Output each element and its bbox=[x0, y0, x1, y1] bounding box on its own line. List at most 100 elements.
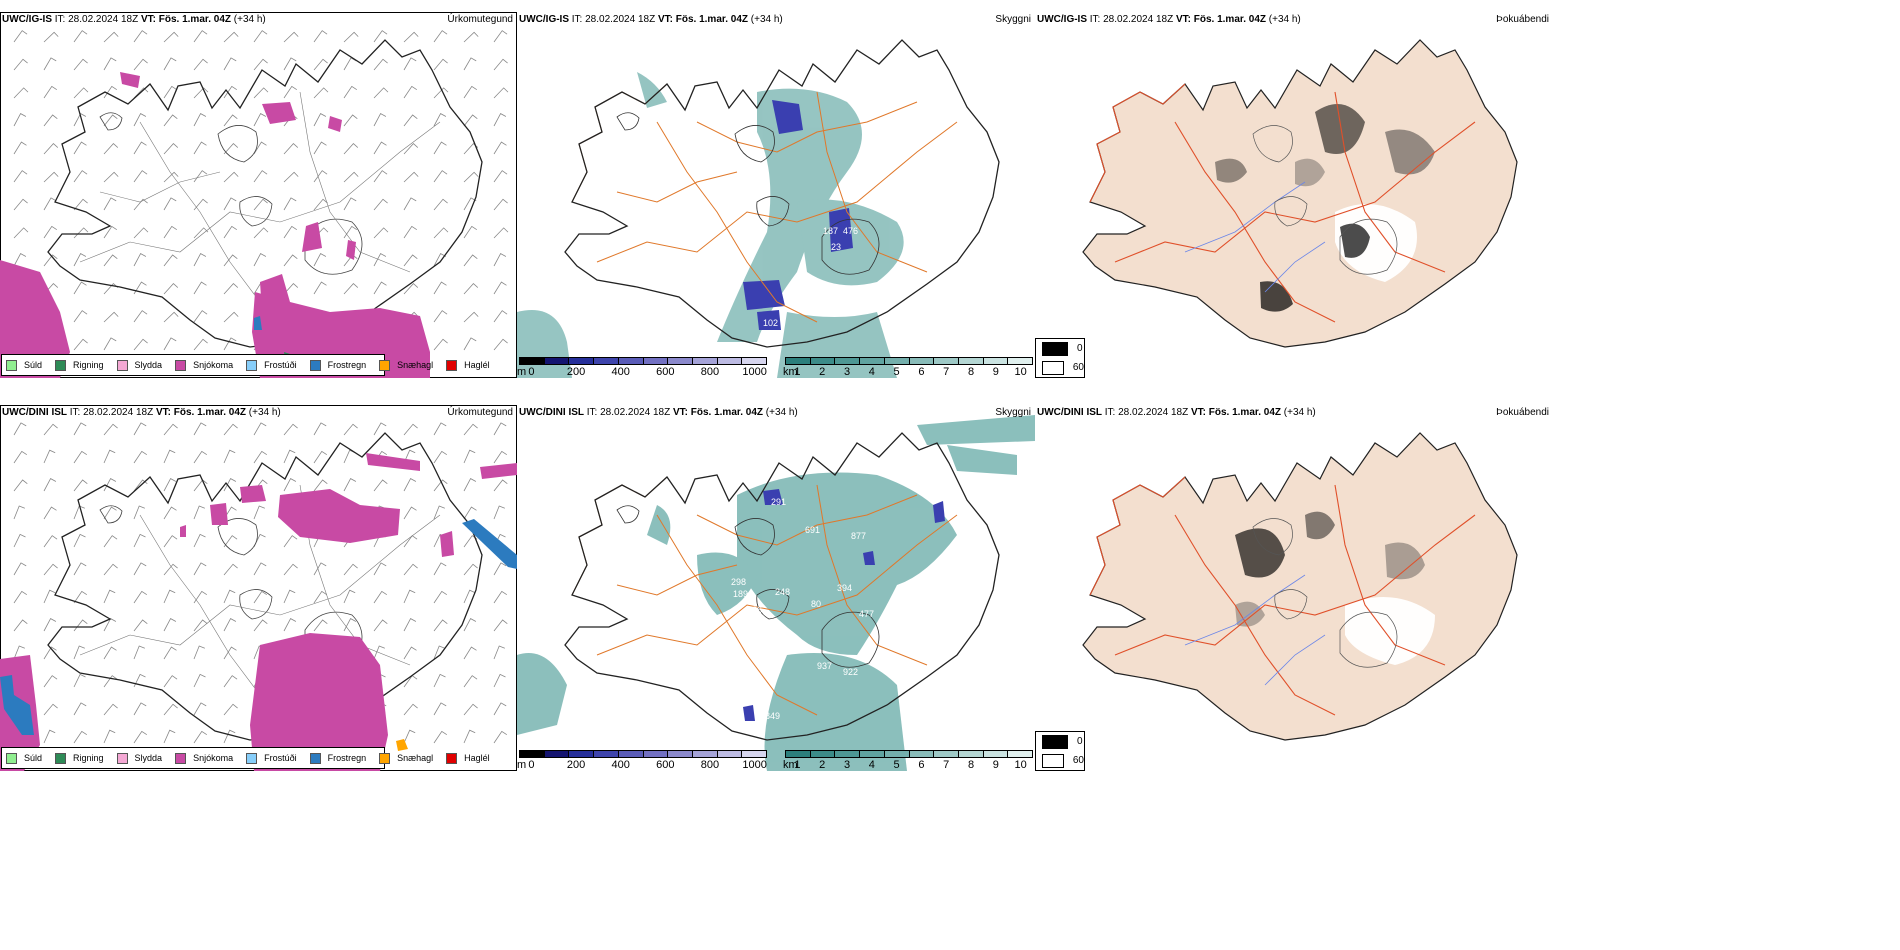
scale-segment bbox=[786, 358, 811, 364]
wind-barb bbox=[433, 645, 445, 660]
wind-barb bbox=[343, 618, 357, 632]
vis-label: 922 bbox=[843, 667, 858, 677]
wind-barb bbox=[343, 478, 357, 492]
legend-item: Rigning bbox=[55, 359, 104, 371]
wind-barb bbox=[133, 590, 148, 604]
wind-barb bbox=[193, 227, 209, 239]
visibility-scale-m: m 0 200 400 600 800 1000 bbox=[517, 750, 767, 771]
wind-barb bbox=[283, 225, 298, 239]
wind-barb bbox=[403, 225, 418, 239]
fog-index-legend: 0 60 bbox=[1035, 731, 1085, 771]
snow-area bbox=[180, 525, 186, 537]
wind-barb bbox=[103, 143, 119, 155]
wind-barb bbox=[163, 449, 176, 464]
wind-barb bbox=[193, 422, 207, 436]
legend-item: Rigning bbox=[55, 752, 104, 764]
wind-barb bbox=[463, 646, 477, 660]
wind-barb bbox=[223, 589, 236, 604]
fog-legend-row: 0 bbox=[1036, 339, 1084, 358]
wind-barb bbox=[43, 85, 58, 99]
wind-barb bbox=[403, 171, 419, 183]
wind-barb bbox=[73, 310, 88, 323]
product-title: Úrkomutegund bbox=[447, 407, 513, 418]
wind-barb bbox=[433, 113, 447, 127]
wind-barb bbox=[343, 143, 359, 155]
wind-barb bbox=[223, 729, 236, 744]
wind-barb bbox=[313, 590, 328, 604]
vis-label: 126 bbox=[747, 605, 762, 615]
wind-barb bbox=[373, 422, 387, 436]
wind-barb bbox=[403, 85, 418, 99]
legend-item: Súld bbox=[6, 359, 43, 371]
wind-barb bbox=[253, 533, 266, 548]
legend-item: Frostregn bbox=[309, 359, 366, 371]
iceland-land bbox=[1082, 432, 1518, 741]
wind-barb bbox=[433, 505, 445, 520]
valid-time: Fös. 1.mar. 04Z bbox=[675, 14, 749, 25]
wind-barb bbox=[493, 170, 508, 183]
legend-item: Slydda bbox=[116, 359, 162, 371]
wind-barb bbox=[13, 619, 28, 632]
wind-barb bbox=[403, 563, 418, 576]
wind-barb bbox=[403, 57, 417, 71]
wind-barb bbox=[223, 563, 238, 576]
scale-tick-label: 5 bbox=[893, 759, 900, 771]
wind-barb bbox=[133, 673, 146, 688]
wind-barb bbox=[73, 479, 88, 492]
scale-segment bbox=[860, 358, 885, 364]
freezing-rain-area bbox=[254, 316, 262, 330]
wind-barb bbox=[373, 58, 388, 71]
wind-barb bbox=[493, 505, 505, 520]
scale-tick-label: 200 bbox=[566, 366, 586, 378]
wind-barb bbox=[43, 618, 57, 632]
wind-barb bbox=[133, 198, 148, 211]
wind-barb bbox=[13, 422, 27, 436]
scale-tick-label: 10 bbox=[1014, 759, 1027, 771]
scale-segment bbox=[544, 751, 570, 757]
legend-label: Snjókoma bbox=[193, 753, 234, 763]
wind-barb bbox=[163, 171, 179, 183]
legend-item: Haglél bbox=[446, 359, 490, 371]
panel-header: UWC/DINI ISL IT: 28.02.2024 18Z VT: Fös.… bbox=[1037, 407, 1549, 418]
scale-tick-label: 7 bbox=[943, 759, 950, 771]
wind-barb bbox=[73, 673, 86, 688]
wind-barb bbox=[193, 450, 208, 464]
vt-label: VT: bbox=[657, 14, 673, 25]
wind-barb bbox=[403, 114, 418, 127]
wind-barb bbox=[403, 618, 417, 632]
wind-barb bbox=[193, 198, 208, 211]
wind-barb bbox=[223, 171, 239, 183]
legend-label: Slydda bbox=[134, 753, 163, 763]
legend-label: Súld bbox=[24, 753, 43, 763]
wind-barb bbox=[73, 30, 88, 43]
wind-barb bbox=[463, 675, 478, 688]
wind-barb bbox=[253, 141, 267, 155]
wind-barb bbox=[133, 170, 148, 183]
scale-segment bbox=[520, 751, 545, 757]
panel-header: UWC/IG-IS IT: 28.02.2024 18Z VT: Fös. 1.… bbox=[519, 14, 1031, 25]
init-time: 28.02.2024 18Z bbox=[68, 14, 139, 25]
snowfall-areas bbox=[0, 72, 430, 378]
scale-tick-label: 3 bbox=[843, 366, 851, 378]
scale-tick-label: 200 bbox=[566, 759, 586, 771]
wind-barb bbox=[103, 535, 118, 548]
vt-label: VT: bbox=[155, 407, 171, 418]
road-network bbox=[571, 83, 958, 323]
wind-barb bbox=[13, 505, 25, 520]
wind-barb bbox=[373, 87, 389, 99]
snow-area bbox=[250, 633, 388, 771]
snow-area bbox=[480, 463, 517, 479]
wind-barb bbox=[343, 423, 358, 436]
wind-barb bbox=[103, 85, 118, 99]
legend-label: Súld bbox=[24, 360, 43, 370]
legend-item: Frostúði bbox=[246, 752, 297, 764]
wind-barb bbox=[283, 57, 297, 71]
wind-barb bbox=[493, 590, 508, 604]
wind-barb bbox=[43, 535, 58, 548]
wind-barb bbox=[133, 702, 147, 716]
wind-barb bbox=[463, 337, 477, 351]
scale-bar bbox=[785, 750, 1033, 758]
product-title: Þokuábendi bbox=[1496, 407, 1549, 418]
scale-tick-label: 4 bbox=[868, 759, 875, 771]
fog-index-field bbox=[1235, 511, 1435, 665]
